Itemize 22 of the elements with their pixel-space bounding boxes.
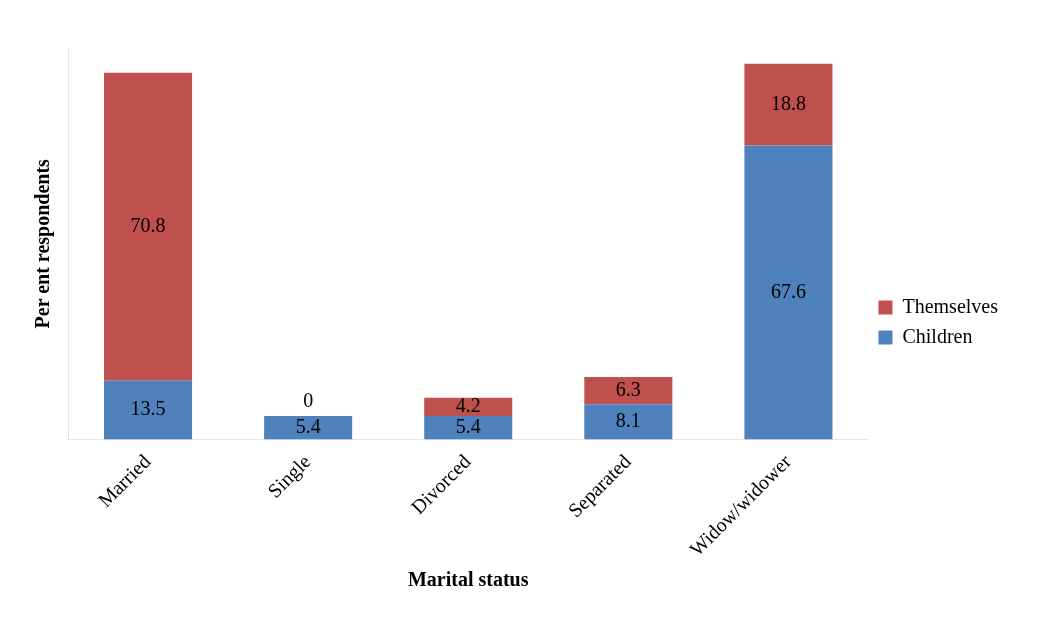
legend-label: Themselves <box>902 294 999 317</box>
data-label: 5.4 <box>455 415 481 438</box>
y-axis-title: Per ent respondents <box>31 158 55 329</box>
bar <box>264 416 353 440</box>
data-label: 0 <box>303 389 314 412</box>
data-label: 5.4 <box>295 415 321 438</box>
bar <box>584 404 673 440</box>
bar <box>744 63 833 146</box>
legend-label: Children <box>902 324 973 347</box>
data-label: 18.8 <box>770 91 806 114</box>
data-label: 13.5 <box>130 397 166 420</box>
data-label: 67.6 <box>770 279 806 302</box>
data-label: 70.8 <box>130 214 166 237</box>
bar <box>424 416 513 440</box>
x-axis-title: Marital status <box>407 568 529 591</box>
data-label: 8.1 <box>615 409 641 432</box>
bar <box>104 72 193 381</box>
data-label: 4.2 <box>455 394 481 417</box>
bar <box>104 380 193 440</box>
data-label: 6.3 <box>615 377 641 400</box>
bar <box>744 145 833 440</box>
bar <box>584 376 673 405</box>
